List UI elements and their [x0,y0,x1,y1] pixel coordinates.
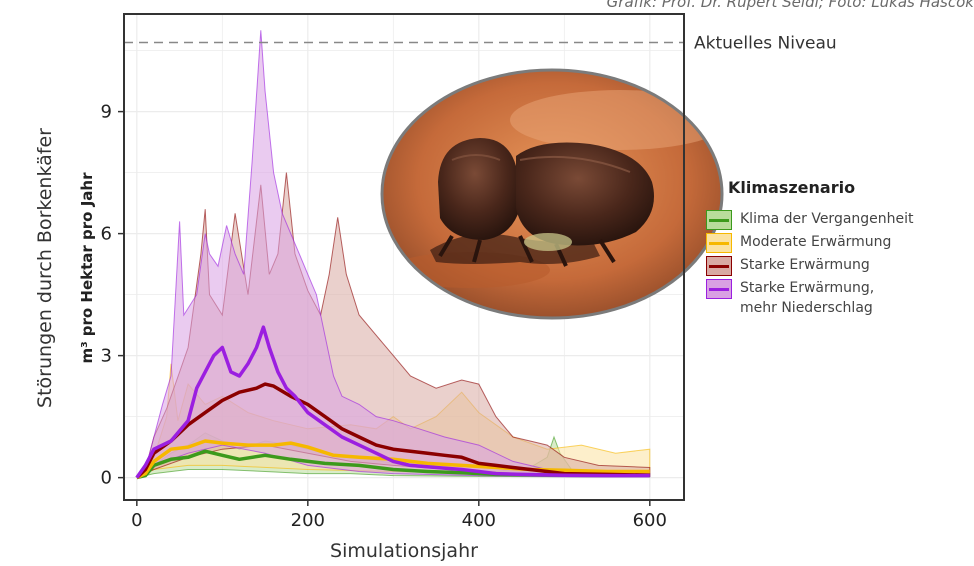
legend-key-darkred [706,256,732,276]
x-tick-label: 0 [131,510,142,531]
reference-line-group: Aktuelles Niveau [124,33,837,53]
beetle-photo [380,68,724,320]
legend: Klimaszenario Klima der Vergangenheit Mo… [706,178,974,320]
x-axis-title: Simulationsjahr [330,540,478,562]
y-tick-label: 0 [101,468,112,489]
y-axis-title: Störungen durch Borkenkäfer [34,128,56,408]
series-band-3 [136,30,651,479]
y-axis-unit-text: pro Hektar pro Jahr [78,172,96,336]
legend-item: Starke Erwärmung, mehr Niederschlag [706,278,974,318]
legend-label: Moderate Erwärmung [740,234,892,250]
legend-key-purple [706,279,732,299]
y-axis-unit-line: m³ pro Hektar pro Jahr [78,172,96,364]
y-tick-label: 6 [101,224,112,245]
image-credit: Grafik: Prof. Dr. Rupert Seidl; Foto: Lu… [606,0,974,11]
x-tick-label: 400 [462,510,496,531]
legend-key-yellow [706,233,732,253]
y-tick-label: 9 [101,102,112,123]
series-mean-line-2 [135,382,650,479]
x-tick-label: 600 [633,510,667,531]
legend-item: Starke Erwärmung [706,255,974,276]
legend-label: Klima der Vergangenheit [740,211,914,227]
y-axis-unit-group: m³ pro Hektar pro Jahr [78,172,96,364]
y-axis-unit: m³ [78,341,96,363]
axis-ticks: 0 200 400 600 0 3 6 9 [101,102,667,531]
x-tick-label: 200 [291,510,325,531]
series-layer [135,30,651,480]
y-axis-title-group: Störungen durch Borkenkäfer [34,128,56,408]
y-tick-label: 3 [101,346,112,367]
series-mean-line-3 [135,325,650,479]
legend-label: Starke Erwärmung [740,257,870,273]
legend-item: Klima der Vergangenheit [706,209,974,230]
plot-frame [123,13,685,501]
legend-item: Moderate Erwärmung [706,232,974,253]
legend-label: Starke Erwärmung, mehr Niederschlag [740,280,875,316]
legend-title: Klimaszenario [728,178,856,197]
legend-key-green [706,210,732,230]
reference-line-label: Aktuelles Niveau [694,33,837,53]
